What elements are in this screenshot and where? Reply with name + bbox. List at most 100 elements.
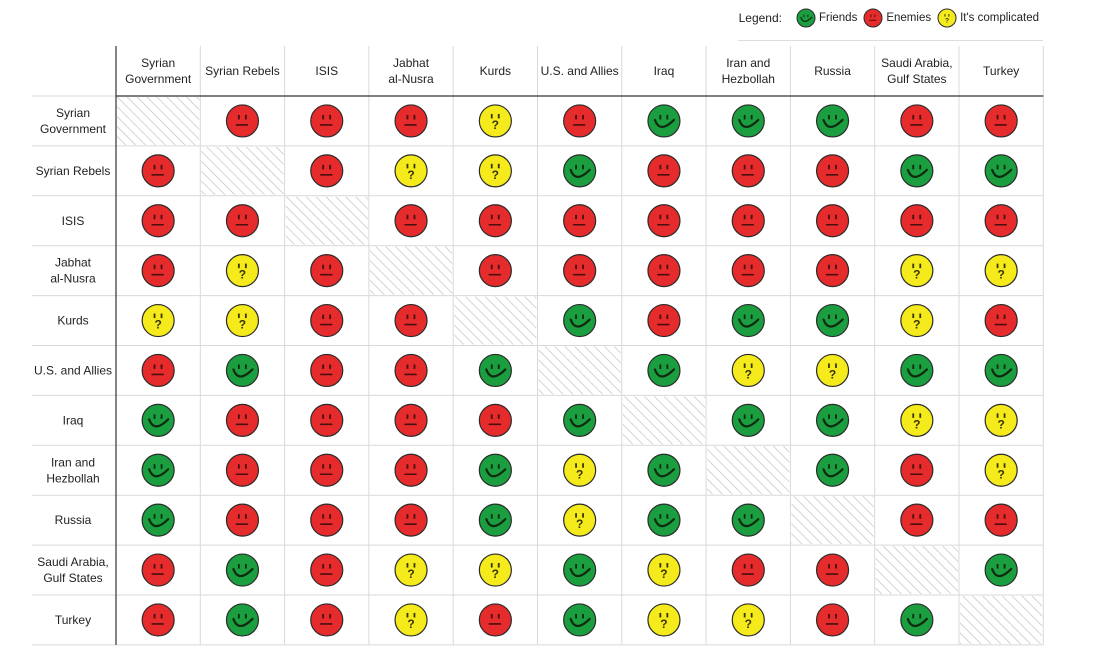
cell-enemies-face-icon xyxy=(478,254,512,288)
cell-friends-face-icon xyxy=(984,353,1018,388)
cell-friends-face-icon xyxy=(731,303,765,338)
svg-text:?: ? xyxy=(997,417,1004,431)
cell-enemies-face-icon xyxy=(647,154,681,188)
column-header: Syrian Government xyxy=(125,56,192,86)
column-header: Syrian Rebels xyxy=(205,64,280,78)
column-header-line: Syrian Rebels xyxy=(205,64,280,78)
cell-friends-face-icon xyxy=(815,403,850,437)
cell-enemies-face-icon xyxy=(815,603,850,637)
cell-friends-face-icon xyxy=(478,503,512,537)
cell-complicated-face-icon: ? xyxy=(394,553,428,587)
row-header-line: Jabhat xyxy=(55,256,92,270)
svg-text:?: ? xyxy=(239,318,246,332)
column-header: Jabhat al-Nusra xyxy=(388,56,434,86)
cell-enemies-face-icon xyxy=(563,104,597,138)
svg-text:?: ? xyxy=(745,617,752,631)
cell-enemies-face-icon xyxy=(310,603,344,637)
cell-enemies-face-icon xyxy=(647,204,681,238)
row-header-line: Gulf States xyxy=(43,571,102,585)
cell-enemies-face-icon xyxy=(394,503,428,537)
self-cell-hatch xyxy=(791,496,874,545)
row-header: Syrian Rebels xyxy=(36,164,111,178)
cell-enemies-face-icon xyxy=(394,104,428,138)
cell-complicated-face-icon: ? xyxy=(647,553,681,587)
svg-text:?: ? xyxy=(829,367,836,381)
cell-friends-face-icon xyxy=(815,104,850,138)
cell-enemies-face-icon xyxy=(984,204,1018,238)
cell-friends-face-icon xyxy=(141,503,175,537)
cell-enemies-face-icon xyxy=(310,254,344,288)
cell-complicated-face-icon: ? xyxy=(984,453,1018,487)
row-header: Iran and Hezbollah xyxy=(46,455,99,485)
cell-friends-face-icon xyxy=(900,603,934,637)
legend-label-complicated: It's complicated xyxy=(960,12,1039,24)
cell-complicated-face-icon: ? xyxy=(141,303,175,338)
cell-complicated-face-icon: ? xyxy=(731,353,765,388)
row-header-line: ISIS xyxy=(62,214,85,228)
legend-divider xyxy=(738,40,1043,41)
row-header: U.S. and Allies xyxy=(34,363,112,377)
column-header: Iran and Hezbollah xyxy=(722,56,775,86)
self-cell-hatch xyxy=(875,546,958,594)
column-header-line: Syrian xyxy=(141,56,175,70)
complicated-face-icon: ? xyxy=(937,8,957,28)
cell-enemies-face-icon xyxy=(900,503,934,537)
column-header-line: Jabhat xyxy=(393,56,430,70)
cell-friends-face-icon xyxy=(900,353,934,388)
cell-friends-face-icon xyxy=(141,403,175,437)
cell-enemies-face-icon xyxy=(394,204,428,238)
cell-enemies-face-icon xyxy=(394,403,428,437)
cell-complicated-face-icon: ? xyxy=(225,303,260,338)
legend-item-complicated: ? It's complicated xyxy=(937,8,1039,28)
self-cell-hatch xyxy=(960,596,1043,644)
svg-text:?: ? xyxy=(492,118,499,132)
svg-text:?: ? xyxy=(660,617,667,631)
column-header-line: Iran and xyxy=(726,56,770,70)
cell-enemies-face-icon xyxy=(141,353,175,388)
column-header-line: Russia xyxy=(814,64,851,78)
cell-complicated-face-icon: ? xyxy=(647,603,681,637)
row-header: Jabhat al-Nusra xyxy=(50,256,96,286)
cell-friends-face-icon xyxy=(731,503,765,537)
cell-friends-face-icon xyxy=(731,104,765,138)
cell-enemies-face-icon xyxy=(141,254,175,288)
self-cell-hatch xyxy=(538,346,621,395)
cell-friends-face-icon xyxy=(563,553,597,587)
svg-text:?: ? xyxy=(239,268,246,282)
cell-friends-face-icon xyxy=(225,603,260,637)
self-cell-hatch xyxy=(707,446,790,495)
row-header: ISIS xyxy=(62,214,85,228)
cell-enemies-face-icon xyxy=(394,453,428,487)
cell-complicated-face-icon: ? xyxy=(731,603,765,637)
legend-item-friends: Friends xyxy=(796,8,857,28)
row-header-line: Iraq xyxy=(63,413,84,427)
cell-complicated-face-icon: ? xyxy=(478,154,512,188)
cell-friends-face-icon xyxy=(647,503,681,537)
cell-enemies-face-icon xyxy=(731,154,765,188)
cell-enemies-face-icon xyxy=(900,104,934,138)
column-header-line: al-Nusra xyxy=(388,72,434,86)
self-cell-hatch xyxy=(369,246,453,295)
cell-enemies-face-icon xyxy=(731,254,765,288)
svg-text:?: ? xyxy=(407,567,414,581)
cell-enemies-face-icon xyxy=(310,453,344,487)
row-header-line: al-Nusra xyxy=(50,272,96,286)
column-header-line: ISIS xyxy=(315,64,338,78)
cell-enemies-face-icon xyxy=(310,403,344,437)
cell-enemies-face-icon xyxy=(225,503,260,537)
cell-friends-face-icon xyxy=(225,353,260,388)
row-header-line: U.S. and Allies xyxy=(34,363,112,377)
column-header: Iraq xyxy=(654,64,675,78)
legend: Legend: Friends Enemies ? It's complicat… xyxy=(739,8,1039,28)
svg-text:?: ? xyxy=(997,467,1004,481)
column-header-line: Turkey xyxy=(983,64,1019,78)
cell-friends-face-icon xyxy=(141,453,175,487)
cell-enemies-face-icon xyxy=(394,303,428,338)
row-header: Syrian Government xyxy=(40,106,107,136)
column-header: Kurds xyxy=(480,64,511,78)
column-header-line: Iraq xyxy=(654,64,675,78)
cell-enemies-face-icon xyxy=(563,254,597,288)
cell-enemies-face-icon xyxy=(984,503,1018,537)
self-cell-hatch xyxy=(285,196,368,245)
cell-enemies-face-icon xyxy=(647,303,681,338)
